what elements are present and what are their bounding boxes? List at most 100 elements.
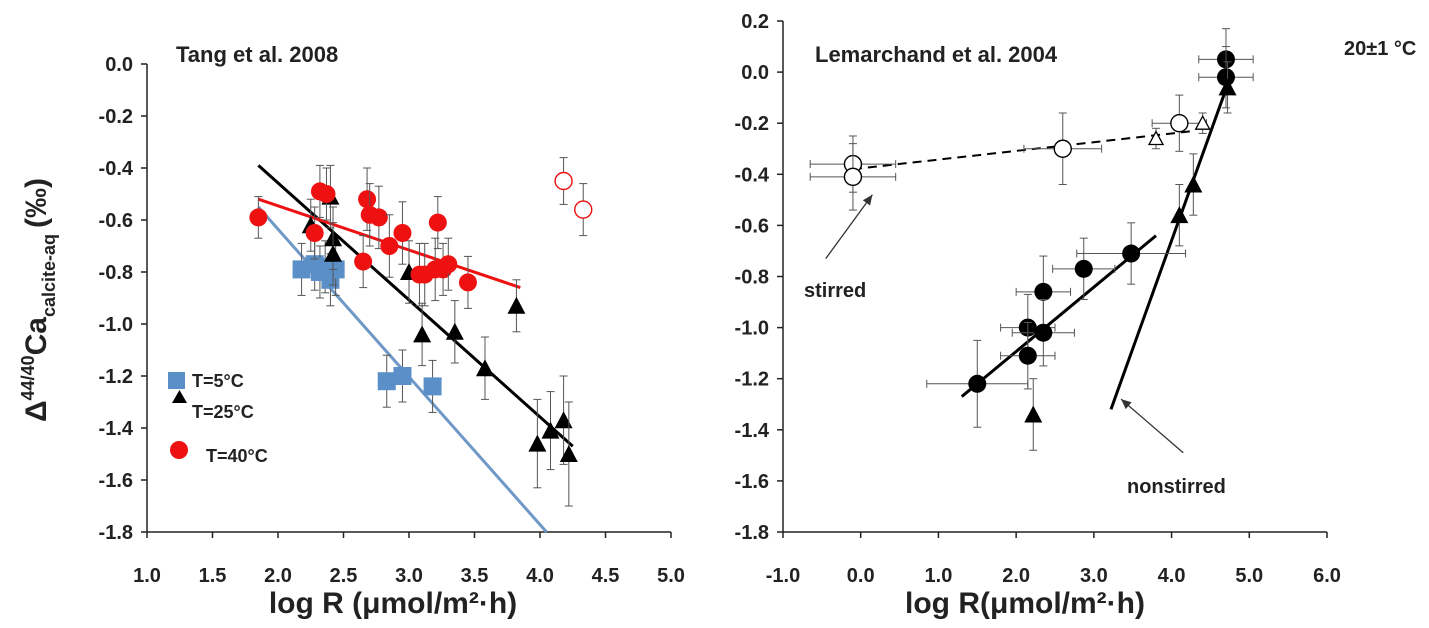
y-tick-label: -0.6 — [99, 210, 133, 232]
point-series-0-r — [1122, 244, 1141, 263]
nonstirred-annotation: nonstirred — [1127, 476, 1226, 498]
point-t-40-c-l — [458, 273, 477, 292]
y-tick-label: -0.4 — [735, 164, 770, 186]
arrowhead-nonstirred — [1121, 399, 1132, 410]
point-t-25-c-l — [554, 411, 573, 429]
point-series-0-r — [1034, 323, 1053, 342]
x-tick-label: 3.0 — [1080, 565, 1108, 587]
y-tick-label: -0.6 — [735, 215, 769, 237]
legend-marker-5c — [168, 372, 185, 389]
y-tick-label: -0.8 — [99, 262, 133, 284]
x-tick-label: 5.0 — [657, 565, 685, 587]
y-tick-label: -1.2 — [735, 369, 769, 391]
x-tick-label: 5.0 — [1235, 565, 1263, 587]
point-t-40-c-l — [358, 190, 377, 209]
y-tick-label: -1.6 — [735, 471, 769, 493]
x-tick-label: 1.5 — [199, 565, 227, 587]
arrow-stirred — [825, 194, 873, 259]
point-t-5-c-l — [393, 367, 412, 385]
point-series-0-r — [1034, 282, 1053, 301]
right-chart-title: Lemarchand et al. 2004 — [815, 42, 1058, 67]
point-t-25-c-l — [528, 434, 547, 452]
point-t-40-c-l — [354, 252, 373, 271]
point-series-3-r — [1194, 114, 1211, 130]
y-tick-label: -1.8 — [735, 522, 769, 544]
x-tick-label: 3.5 — [461, 565, 489, 587]
left-legend: T=5°C T=25°C T=40°C — [168, 371, 268, 466]
y-tick-label: -0.2 — [99, 106, 133, 128]
point-series-0-r — [1216, 68, 1235, 87]
point-t-25-c-l — [445, 322, 464, 340]
x-tick-label: 4.0 — [526, 565, 554, 587]
point-series-3-l — [574, 200, 593, 219]
x-tick-label: -1.0 — [766, 565, 800, 587]
y-tick-label: -1.8 — [99, 522, 133, 544]
point-t-40-c-l — [317, 185, 336, 203]
point-t-40-c-l — [380, 237, 399, 255]
y-tick-label: 0.0 — [105, 54, 133, 76]
x-tick-label: 2.0 — [1002, 565, 1030, 587]
legend-marker-40c — [170, 441, 188, 459]
y-tick-label: -1.2 — [99, 366, 133, 388]
legend-label-5c: T=5°C — [192, 371, 244, 391]
legend-label-40c: T=40°C — [206, 446, 268, 466]
right-temperature-annotation: 20±1 °C — [1344, 38, 1416, 60]
left-chart-title: Tang et al. 2008 — [176, 42, 338, 67]
point-series-3-r — [1147, 130, 1165, 146]
right-tick-labels: -1.0 0.0 1.0 2.0 3.0 4.0 5.0 6.0 0.2 0.0 -0.2 -0.4 -… — [735, 11, 1341, 587]
point-t-25-c-l — [541, 421, 560, 439]
left-chart: 1.0 1.5 2.0 2.5 3.0 3.5 4.0 4.5 5.0 0.0 -0.2 -0.4 -0… — [18, 42, 685, 620]
y-tick-label: 0.0 — [741, 62, 769, 84]
point-t-25-c-l — [559, 445, 578, 462]
point-series-2-r — [1170, 113, 1189, 133]
x-tick-label: 2.5 — [330, 565, 358, 587]
left-y-axis-label: Δ44/40Cacalcite-aq(‰) — [18, 178, 59, 422]
x-tick-label: 2.0 — [264, 565, 292, 587]
left-x-axis-label: log R (μmol/m²·h) — [269, 587, 517, 620]
point-t-40-c-l — [305, 224, 324, 242]
arrowhead-stirred — [862, 194, 873, 206]
y-tick-label: -1.0 — [735, 318, 769, 340]
point-series-2-r — [843, 167, 863, 187]
x-tick-label: 1.0 — [133, 565, 161, 587]
x-tick-label: 6.0 — [1313, 565, 1341, 587]
point-t-40-c-l — [249, 208, 268, 227]
x-tick-label: 4.5 — [592, 565, 620, 587]
x-tick-label: 3.0 — [395, 565, 423, 587]
right-annotation-arrows — [825, 194, 1184, 454]
y-tick-label: 0.2 — [741, 11, 769, 33]
x-tick-label: 0.0 — [847, 565, 875, 587]
point-t-40-c-l — [393, 224, 412, 242]
point-t-40-c-l — [428, 213, 447, 232]
point-t-40-c-l — [439, 255, 458, 274]
y-tick-label: -1.6 — [99, 470, 133, 492]
point-t-25-c-l — [324, 244, 343, 262]
legend-label-25c: T=25°C — [192, 402, 254, 422]
left-fit-lines — [257, 164, 574, 533]
y-tick-label: -0.8 — [735, 267, 769, 289]
point-t-25-c-l — [413, 325, 432, 343]
x-tick-label: 1.0 — [925, 565, 953, 587]
point-t-25-c-l — [475, 359, 494, 377]
point-series-1-r — [1184, 175, 1203, 193]
legend-marker-25c — [172, 390, 187, 403]
point-t-25-c-l — [507, 296, 526, 314]
point-t-40-c-l — [369, 208, 388, 227]
y-tick-label: -1.4 — [99, 418, 134, 440]
left-tick-labels: 1.0 1.5 2.0 2.5 3.0 3.5 4.0 4.5 5.0 0.0 -0.2 -0.4 -0… — [99, 54, 685, 587]
point-series-0-r — [968, 374, 987, 393]
right-data-points — [809, 28, 1254, 451]
point-t-5-c-l — [377, 372, 396, 391]
right-chart: -1.0 0.0 1.0 2.0 3.0 4.0 5.0 6.0 0.2 0.0 -0.2 -0.4 -… — [735, 11, 1417, 620]
point-series-3-l — [554, 171, 573, 191]
fit-line-series-1-r — [1109, 84, 1229, 410]
right-axes-frame — [777, 20, 1328, 538]
point-series-1-r — [1218, 78, 1237, 96]
fit-line-series-0-r — [960, 234, 1157, 398]
left-axes-frame — [141, 63, 672, 538]
point-series-0-r — [1074, 259, 1093, 278]
point-series-1-r — [1170, 206, 1189, 224]
right-x-axis-label: log R(μmol/m²·h) — [905, 587, 1145, 620]
arrow-nonstirred — [1120, 398, 1184, 454]
